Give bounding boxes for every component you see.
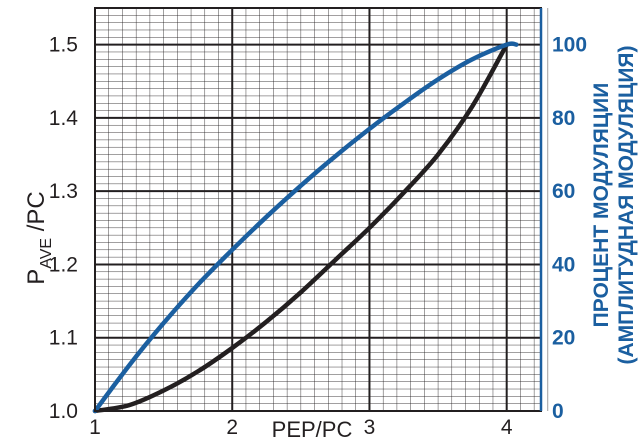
y-tick-label: 1.2 xyxy=(49,253,78,276)
y2-axis-label-line-1: ПРОЦЕНТ МОДУЛЯЦИИ xyxy=(590,83,613,328)
pave-ratio-line xyxy=(92,42,509,414)
y-axis-label-main: P xyxy=(23,269,50,285)
left-tick-labels: 1.0 1.1 1.2 1.3 1.4 1.5 xyxy=(49,34,79,423)
y-axis-label-sub: AVE xyxy=(38,238,55,269)
y2-tick-label: 0 xyxy=(552,400,564,423)
y-axis-label: PAVE /PC xyxy=(23,191,55,285)
x-tick-label: 3 xyxy=(364,416,376,439)
series-layer xyxy=(92,41,519,414)
plot-frame xyxy=(94,7,542,412)
x-axis-label: PEP/PC xyxy=(272,417,353,442)
modulation-percent-line xyxy=(92,41,519,414)
y-tick-label: 1.3 xyxy=(49,180,78,203)
y2-tick-label: 40 xyxy=(552,253,575,276)
y2-tick-label: 60 xyxy=(552,180,575,203)
x-tick-label: 2 xyxy=(226,416,238,439)
y-tick-label: 1.4 xyxy=(49,107,79,130)
y2-axis-label-line-2: (АМПЛИТУДНАЯ МОДУЛЯЦИЯ) xyxy=(615,46,638,365)
x-tick-labels: 1 2 3 4 xyxy=(89,416,513,439)
y-tick-label: 1.5 xyxy=(49,34,78,57)
y2-tick-label: 20 xyxy=(552,327,575,350)
right-tick-labels: 0 20 40 60 80 100 xyxy=(552,34,587,423)
y2-tick-label: 100 xyxy=(552,34,587,57)
y-axis-label-suffix: /PC xyxy=(23,191,50,238)
x-tick-label: 1 xyxy=(89,416,101,439)
y2-tick-label: 80 xyxy=(552,107,575,130)
y-tick-label: 1.0 xyxy=(49,400,78,423)
y-tick-label: 1.1 xyxy=(49,327,78,350)
major-grid xyxy=(94,8,541,412)
minor-grid xyxy=(94,7,549,412)
x-tick-label: 4 xyxy=(501,416,513,439)
